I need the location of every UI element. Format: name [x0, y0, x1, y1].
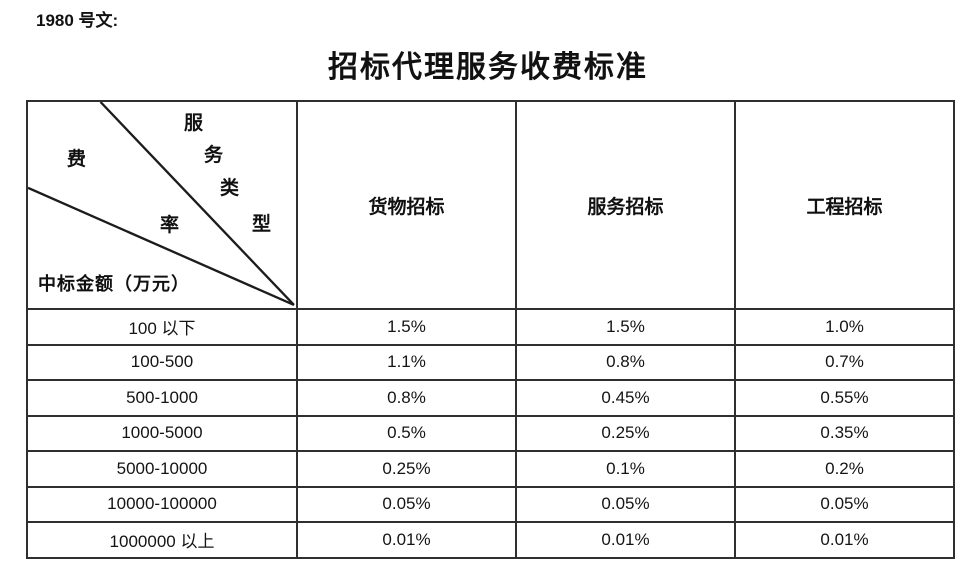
- corner-service-type-char: 务: [204, 145, 224, 166]
- amount-range-cell: 1000-5000: [26, 414, 298, 452]
- fee-rate-cell: 0.05%: [515, 485, 736, 523]
- fee-rate-cell: 0.7%: [734, 343, 955, 381]
- fee-rate-cell: 0.05%: [734, 485, 955, 523]
- fee-rate-cell: 1.0%: [734, 308, 955, 346]
- fee-rate-cell: 0.45%: [515, 379, 736, 417]
- fee-rate-cell: 0.5%: [296, 414, 517, 452]
- fee-rate-cell: 0.35%: [734, 414, 955, 452]
- fee-rate-cell: 0.05%: [296, 485, 517, 523]
- corner-service-type-char: 类: [220, 178, 240, 199]
- table-header-row: 费 率 服 务 类 型 中标金额（万元） 货物招标 服务招标 工程招标: [26, 100, 955, 310]
- amount-range-cell: 1000000 以上: [26, 521, 298, 559]
- fee-rate-cell: 0.1%: [515, 450, 736, 488]
- amount-range-cell: 10000-100000: [26, 485, 298, 523]
- corner-fee-char: 费: [67, 149, 87, 170]
- table-row: 100-500 1.1% 0.8% 0.7%: [26, 343, 955, 381]
- fee-rate-cell: 0.2%: [734, 450, 955, 488]
- fee-rate-cell: 0.01%: [296, 521, 517, 559]
- fee-rate-cell: 0.25%: [296, 450, 517, 488]
- table-row: 500-1000 0.8% 0.45% 0.55%: [26, 379, 955, 417]
- fee-rate-cell: 0.25%: [515, 414, 736, 452]
- corner-rate-char: 率: [160, 215, 180, 236]
- corner-service-type-char: 服: [184, 113, 204, 134]
- corner-service-type-char: 型: [252, 214, 272, 235]
- fee-rate-cell: 0.8%: [296, 379, 517, 417]
- column-header-goods-bidding: 货物招标: [296, 100, 517, 310]
- fee-rate-cell: 0.01%: [515, 521, 736, 559]
- diagonal-divider-lines: [28, 102, 295, 307]
- fee-rate-cell: 1.5%: [515, 308, 736, 346]
- table-row: 1000-5000 0.5% 0.25% 0.35%: [26, 414, 955, 452]
- column-header-service-bidding: 服务招标: [515, 100, 736, 310]
- table-row: 100 以下 1.5% 1.5% 1.0%: [26, 308, 955, 346]
- column-header-engineering-bidding: 工程招标: [734, 100, 955, 310]
- fee-rate-cell: 1.1%: [296, 343, 517, 381]
- fee-rate-cell: 0.01%: [734, 521, 955, 559]
- amount-range-cell: 100 以下: [26, 308, 298, 346]
- table-row: 10000-100000 0.05% 0.05% 0.05%: [26, 485, 955, 523]
- fee-rate-cell: 1.5%: [296, 308, 517, 346]
- document-number-label: 1980 号文:: [36, 11, 119, 30]
- amount-range-cell: 100-500: [26, 343, 298, 381]
- fee-rate-cell: 0.55%: [734, 379, 955, 417]
- fee-standard-table: 费 率 服 务 类 型 中标金额（万元） 货物招标 服务招标 工程招标 100 …: [26, 100, 955, 559]
- page-title: 招标代理服务收费标准: [328, 51, 648, 84]
- table-row: 1000000 以上 0.01% 0.01% 0.01%: [26, 521, 955, 559]
- fee-rate-cell: 0.8%: [515, 343, 736, 381]
- amount-range-cell: 5000-10000: [26, 450, 298, 488]
- table-row: 5000-10000 0.25% 0.1% 0.2%: [26, 450, 955, 488]
- corner-amount-axis-label: 中标金额（万元）: [38, 274, 190, 294]
- amount-range-cell: 500-1000: [26, 379, 298, 417]
- diagonal-corner-cell: 费 率 服 务 类 型 中标金额（万元）: [26, 100, 298, 310]
